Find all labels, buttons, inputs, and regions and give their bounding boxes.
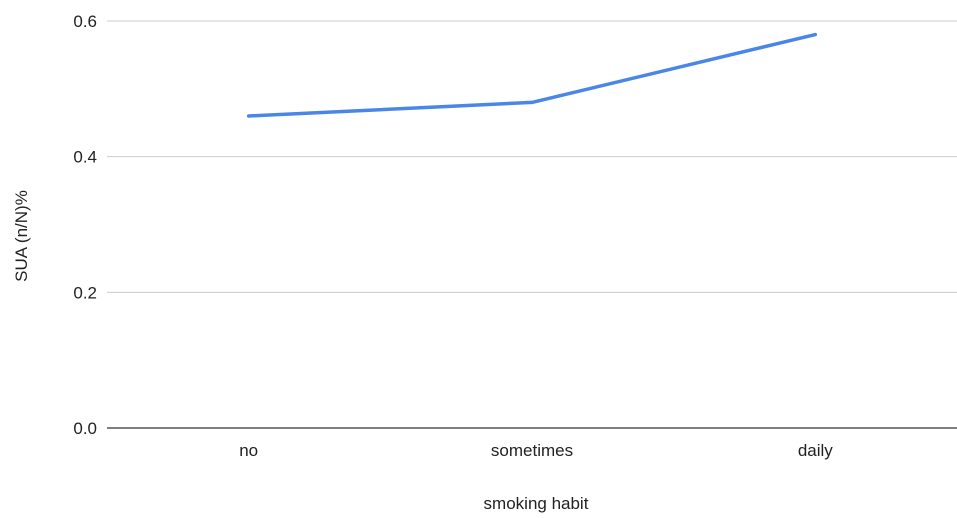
y-axis-title: SUA (n/N)%	[12, 190, 31, 282]
y-tick-label: 0.4	[73, 148, 97, 167]
y-axis-ticks: 0.0 0.2 0.4 0.6	[73, 12, 97, 438]
x-axis-title: smoking habit	[484, 494, 589, 513]
y-tick-label: 0.0	[73, 419, 97, 438]
x-axis-ticks: no sometimes daily	[239, 441, 833, 460]
y-tick-label: 0.6	[73, 12, 97, 31]
grid-lines	[107, 20, 957, 429]
series-line	[246, 32, 818, 118]
x-tick-label: daily	[798, 441, 833, 460]
y-tick-label: 0.2	[73, 283, 97, 302]
x-tick-label: no	[239, 441, 258, 460]
x-tick-label: sometimes	[491, 441, 573, 460]
series-layer	[246, 32, 818, 118]
